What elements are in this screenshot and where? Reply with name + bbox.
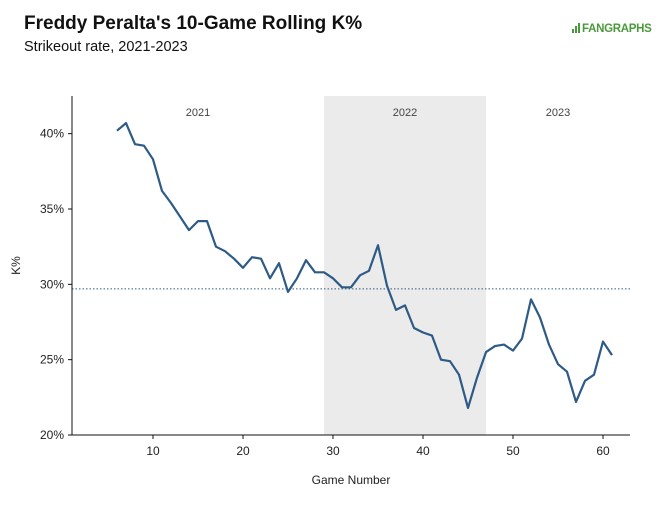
data-point	[467, 407, 469, 409]
data-point	[287, 291, 289, 293]
data-point	[449, 360, 451, 362]
logo-text: FANGRAPHS	[582, 23, 652, 35]
data-point	[593, 374, 595, 376]
data-point	[476, 377, 478, 379]
data-point	[386, 285, 388, 287]
x-tick-label: 50	[506, 444, 520, 458]
data-point	[332, 277, 334, 279]
data-point	[323, 271, 325, 273]
data-point	[143, 145, 145, 147]
era-label: 2023	[546, 107, 570, 119]
data-point	[296, 277, 298, 279]
data-point	[602, 341, 604, 343]
data-point	[170, 202, 172, 204]
fangraphs-leaf-icon	[572, 23, 580, 33]
fangraphs-logo: FANGRAPHS	[572, 23, 652, 37]
data-point	[413, 327, 415, 329]
data-point	[134, 143, 136, 145]
data-point	[224, 250, 226, 252]
data-point	[557, 363, 559, 365]
data-point	[305, 259, 307, 261]
data-point	[395, 309, 397, 311]
y-axis-label: K%	[9, 256, 23, 275]
data-point	[215, 246, 217, 248]
data-point	[458, 374, 460, 376]
data-point	[440, 359, 442, 361]
x-tick-label: 40	[416, 444, 430, 458]
data-point	[530, 298, 532, 300]
data-point	[404, 304, 406, 306]
data-point	[503, 344, 505, 346]
y-tick-label: 20%	[40, 428, 64, 442]
y-tick-label: 35%	[40, 202, 64, 216]
data-point	[314, 271, 316, 273]
data-point	[575, 401, 577, 403]
data-point	[368, 270, 370, 272]
y-tick-label: 25%	[40, 353, 64, 367]
data-point	[485, 351, 487, 353]
era-label: 2022	[393, 107, 417, 119]
data-point	[431, 335, 433, 337]
data-point	[350, 286, 352, 288]
data-point	[233, 258, 235, 260]
data-point	[584, 380, 586, 382]
data-point	[242, 267, 244, 269]
tick-labels: 10 20 30 40 50 60 20% 25% 30% 35% 40%	[40, 127, 610, 458]
data-point	[278, 262, 280, 264]
data-point	[377, 244, 379, 246]
data-point	[359, 274, 361, 276]
data-point	[539, 316, 541, 318]
x-tick-label: 10	[146, 444, 160, 458]
era-bands: 2021 2022 2023	[186, 96, 570, 435]
chart-axes	[68, 96, 630, 439]
x-tick-label: 30	[326, 444, 340, 458]
k-pct-line	[116, 122, 613, 409]
data-point	[152, 158, 154, 160]
data-point	[548, 344, 550, 346]
x-axis-label: Game Number	[312, 473, 391, 487]
x-tick-label: 60	[596, 444, 610, 458]
chart-title: Freddy Peralta's 10-Game Rolling K%	[24, 13, 363, 34]
data-point	[512, 350, 514, 352]
data-point	[251, 256, 253, 258]
data-point	[197, 220, 199, 222]
y-tick-label: 30%	[40, 277, 64, 291]
y-tick-label: 40%	[40, 127, 64, 141]
data-point	[566, 371, 568, 373]
data-point	[179, 216, 181, 218]
data-point	[125, 122, 127, 124]
data-point	[260, 258, 262, 260]
x-tick-label: 20	[236, 444, 250, 458]
data-point	[188, 229, 190, 231]
data-point	[422, 332, 424, 334]
era-label: 2021	[186, 107, 210, 119]
data-point	[161, 190, 163, 192]
data-point	[206, 220, 208, 222]
data-point	[341, 286, 343, 288]
chart-subtitle: Strikeout rate, 2021-2023	[24, 39, 188, 55]
data-point	[269, 277, 271, 279]
data-point	[494, 345, 496, 347]
data-point	[611, 354, 613, 356]
data-point	[521, 338, 523, 340]
data-point	[116, 130, 118, 132]
